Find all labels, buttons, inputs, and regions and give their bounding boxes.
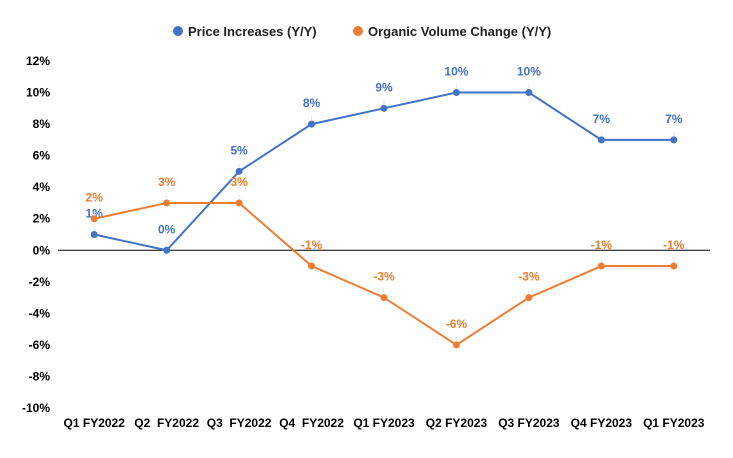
data-point [235,199,243,207]
data-label: -1% [301,238,323,252]
data-label: 3% [158,175,176,189]
y-tick-label: 0% [33,243,51,257]
legend: Price Increases (Y/Y) Organic Volume Chan… [173,24,551,39]
data-point [380,294,388,302]
data-label: 2% [86,191,104,205]
y-tick-label: 4% [33,180,51,194]
data-point [163,199,171,207]
data-label: 8% [303,96,321,110]
y-tick-label: -8% [29,369,51,383]
y-tick-label: -10% [22,401,50,415]
data-label: 3% [230,175,248,189]
y-axis: -10% -8% -6% -4% -2% 0% 2% 4% 6% 8% 10% 12% [22,54,710,415]
data-label: 10% [444,65,468,79]
y-tick-label: -4% [29,306,51,320]
data-label: 7% [593,112,611,126]
y-tick-label: 10% [26,86,50,100]
data-point [235,167,243,175]
data-point [308,120,316,128]
legend-marker [173,26,183,36]
y-tick-label: 6% [33,149,51,163]
data-point [525,89,533,97]
x-axis: Q1 FY2022 Q2 FY2022 Q3 FY2022 Q4 FY2022 Q1 F… [64,416,705,430]
legend-marker [353,26,363,36]
y-tick-label: -2% [29,275,51,289]
data-label: 5% [230,143,248,157]
y-tick-label: 2% [33,212,51,226]
data-point [670,262,678,270]
legend-label: Organic Volume Change (Y/Y) [368,24,551,39]
x-tick-label: Q3 FY2023 [498,416,560,430]
data-point [308,262,316,270]
x-tick-label: Q2 FY2022 [134,416,199,430]
data-point [597,136,605,144]
data-point [163,246,171,254]
series-group: 1%0%5%8%9%10% 10%7% 7%2%3% 3%-1%-3%-6%-3%-1… [86,65,685,349]
data-point [597,262,605,270]
x-tick-label: Q1 FY2023 [643,416,705,430]
data-label: 7% [665,112,683,126]
data-label: -1% [663,238,685,252]
data-point [90,215,98,223]
series-0: 1%0%5%8%9%10% 10%7% 7% [86,65,683,254]
x-tick-label: Q1 FY2022 [64,416,126,430]
data-label: 0% [158,222,176,236]
data-point [670,136,678,144]
series-line [94,91,674,252]
data-point [452,89,460,97]
x-tick-label: Q2 FY2023 [426,416,488,430]
y-tick-label: -6% [29,338,51,352]
data-point [525,294,533,302]
data-label: 10% [517,65,541,79]
data-point [380,104,388,112]
data-point [452,341,460,349]
x-tick-label: Q4 FY2023 [571,416,633,430]
data-label: -1% [591,238,613,252]
x-tick-label: Q1 FY2023 [353,416,415,430]
x-tick-label: Q4 FY2022 [279,416,344,430]
x-tick-label: Q3 FY2022 [207,416,272,430]
data-label: -6% [446,317,468,331]
data-label: -3% [373,270,395,284]
y-tick-label: 12% [26,54,50,68]
data-label: -3% [518,270,540,284]
y-tick-label: 8% [33,117,51,131]
data-label: 9% [375,80,393,94]
data-point [90,231,98,238]
series-1: 2% 3% 3% -1% -3% -6% -3% -1% -1% [86,175,685,349]
legend-label: Price Increases (Y/Y) [188,24,317,39]
